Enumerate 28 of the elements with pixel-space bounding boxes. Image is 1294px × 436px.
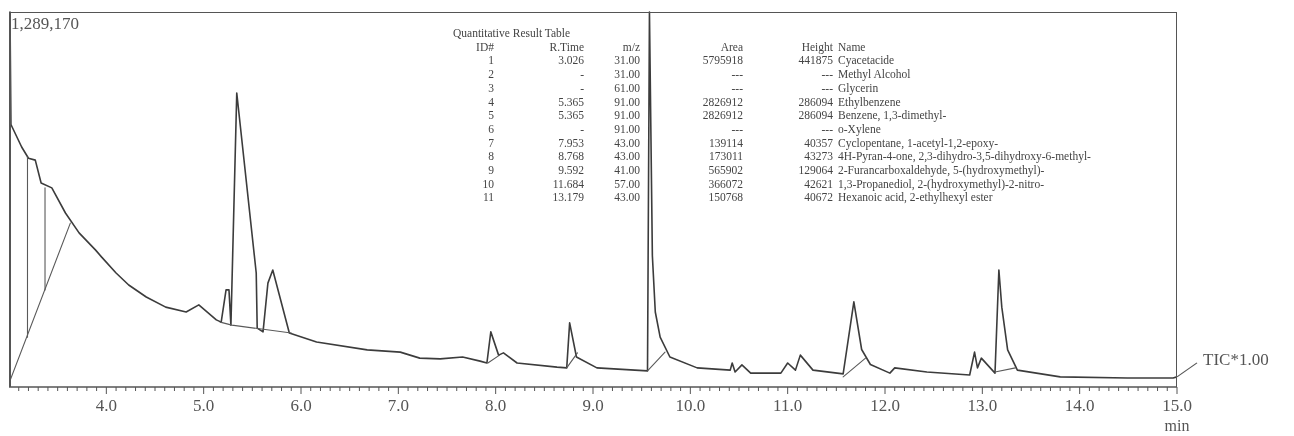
annotation: TIC*1.00 [1203, 349, 1269, 369]
x-tick-label: 7.0 [387, 396, 409, 415]
annotation: Quantitative Result Table [453, 27, 571, 40]
x-tick-label: 8.0 [485, 396, 507, 415]
text: 11 13.179 43.00 150768 40672 Hexanoic acid, 2-ethylhexyl ester [482, 191, 993, 204]
text: 5 5.365 91.00 2826912 286094 Benzene, 1,3-dimethyl- [488, 109, 947, 122]
x-tick-label: 4.0 [95, 396, 117, 415]
text: ID# R.Time m/z Area Height Name [476, 40, 866, 53]
text: 10 11.684 57.00 366072 42621 1,3-Propanediol, 2-(hydroxymethyl)-2-nitro- [482, 177, 1044, 190]
x-tick-label: 15.0 [1162, 396, 1192, 415]
text: 8 8.768 43.00 173011 43273 4H-Pyran-4-one, 2,3-dihydro-3,5-dihydroxy-6-methyl- [488, 150, 1091, 163]
text: 4 5.365 91.00 2826912 286094 Ethylbenzene [488, 95, 901, 108]
x-tick-label: 6.0 [290, 396, 312, 415]
annotation: 1,289,170 [11, 14, 79, 34]
x-tick-label: 13.0 [967, 396, 998, 415]
x-tick-label: 10.0 [675, 396, 706, 415]
text: 9 9.592 41.00 565902 129064 2-Furancarboxaldehyde, 5-(hydroxymethyl)- [488, 164, 1045, 176]
x-tick-label: 12.0 [870, 396, 900, 415]
x-axis-title: min [1164, 417, 1190, 434]
x-tick-label: 9.0 [582, 396, 604, 415]
text: 6 - 91.00 --- --- o-Xylene [488, 122, 881, 135]
text: 3 - 61.00 --- --- Glycerin [488, 81, 879, 94]
text: 7 7.953 43.00 139114 40357 Cyclopentane, 1-acetyl-1,2-epoxy- [488, 136, 998, 149]
text: 2 - 31.00 --- --- Methyl Alcohol [488, 68, 911, 81]
x-tick-label: 14.0 [1064, 396, 1095, 415]
x-tick-label: 5.0 [193, 396, 215, 415]
text: 1 3.026 31.00 5795918 441875 Cyacetacide [488, 54, 895, 67]
x-tick-label: 11.0 [773, 396, 803, 415]
